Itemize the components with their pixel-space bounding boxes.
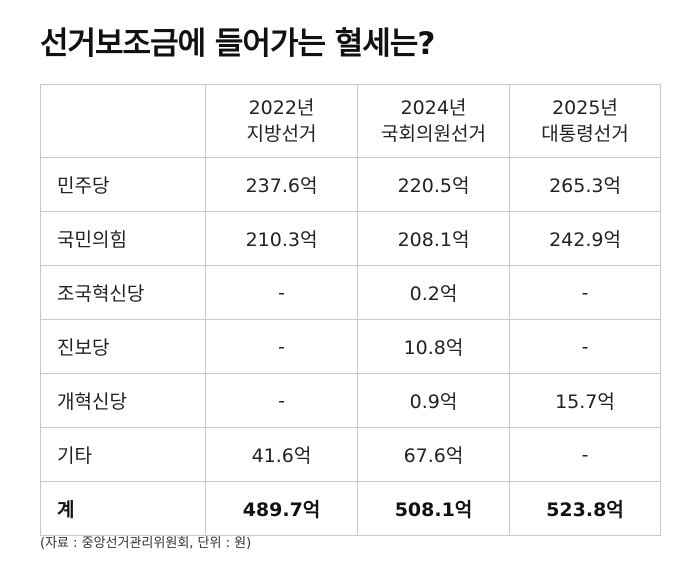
total-row: 계 489.7억 508.1억 523.8억 [40,481,661,536]
table-row: 기타 41.6억 67.6억 - [40,427,661,482]
party-name: 기타 [40,427,206,482]
party-name: 진보당 [40,319,206,374]
column-year: 2022년 [248,97,315,119]
value-cell: 237.6억 [205,157,358,212]
total-value-cell: 523.8억 [509,481,661,536]
party-name: 개혁신당 [40,373,206,428]
value-cell: - [205,319,358,374]
column-election: 대통령선거 [541,123,629,145]
value-cell: - [509,319,661,374]
source-note: (자료 : 중앙선거관리위원회, 단위 : 원) [40,536,252,551]
table-row: 개혁신당 - 0.9억 15.7억 [40,373,661,428]
table-header-row: 2022년 지방선거 2024년 국회의원선거 2025년 대통령선거 [40,84,661,158]
column-year: 2024년 [400,97,467,119]
page-title: 선거보조금에 들어가는 혈세는? [40,26,435,62]
value-cell: 67.6억 [357,427,510,482]
table-row: 조국혁신당 - 0.2억 - [40,265,661,320]
value-cell: 208.1억 [357,211,510,266]
header-corner-cell [40,84,206,158]
subsidy-table: 2022년 지방선거 2024년 국회의원선거 2025년 대통령선거 민주당 … [40,84,661,536]
value-cell: 220.5억 [357,157,510,212]
value-cell: 0.9억 [357,373,510,428]
column-election: 지방선거 [246,123,317,145]
total-label: 계 [40,481,206,536]
value-cell: 242.9억 [509,211,661,266]
value-cell: 0.2억 [357,265,510,320]
value-cell: - [509,427,661,482]
column-year: 2025년 [552,97,618,119]
total-value-cell: 508.1억 [357,481,510,536]
party-name: 국민의힘 [40,211,206,266]
column-header-2022: 2022년 지방선거 [205,84,358,158]
party-name: 조국혁신당 [40,265,206,320]
table-row: 민주당 237.6억 220.5억 265.3억 [40,157,661,212]
value-cell: 210.3억 [205,211,358,266]
party-name: 민주당 [40,157,206,212]
value-cell: - [205,373,358,428]
value-cell: 10.8억 [357,319,510,374]
table-row: 진보당 - 10.8억 - [40,319,661,374]
value-cell: - [509,265,661,320]
column-election: 국회의원선거 [381,123,486,145]
value-cell: 265.3억 [509,157,661,212]
value-cell: 15.7억 [509,373,661,428]
column-header-2024: 2024년 국회의원선거 [357,84,510,158]
value-cell: 41.6억 [205,427,358,482]
column-header-2025: 2025년 대통령선거 [509,84,661,158]
total-value-cell: 489.7억 [205,481,358,536]
value-cell: - [205,265,358,320]
table-row: 국민의힘 210.3억 208.1억 242.9억 [40,211,661,266]
